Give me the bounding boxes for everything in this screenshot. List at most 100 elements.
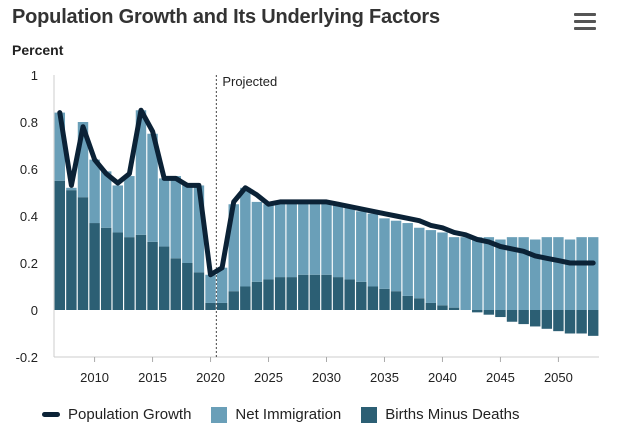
bar-net-immigration — [205, 274, 216, 303]
bar-births-minus-deaths — [228, 291, 239, 310]
bar-net-immigration — [448, 237, 460, 308]
bar-net-immigration — [460, 237, 471, 310]
bar-net-immigration — [274, 201, 286, 278]
bar-births-minus-deaths — [193, 272, 205, 310]
bar-births-minus-deaths — [309, 274, 321, 310]
legend-item-net-immigration[interactable]: Net Immigration — [211, 406, 341, 423]
bar-net-immigration — [158, 178, 170, 247]
x-tick-label: 2035 — [370, 370, 399, 385]
bar-net-immigration — [286, 201, 297, 278]
legend-line-swatch — [42, 412, 60, 417]
bar-births-minus-deaths — [379, 288, 390, 310]
bar-net-immigration — [564, 239, 576, 310]
bar-births-minus-deaths — [587, 310, 599, 336]
bar-net-immigration — [182, 183, 193, 263]
bar-net-immigration — [251, 201, 263, 282]
bar-births-minus-deaths — [564, 310, 576, 334]
bar-births-minus-deaths — [390, 291, 402, 310]
bar-births-minus-deaths — [251, 281, 263, 310]
bar-net-immigration — [89, 159, 100, 224]
x-tick-label: 2015 — [138, 370, 167, 385]
bar-births-minus-deaths — [182, 263, 193, 310]
bar-net-immigration — [263, 204, 274, 280]
line-population-growth — [57, 107, 596, 278]
bar-births-minus-deaths — [89, 223, 100, 310]
x-tick-label: 2025 — [254, 370, 283, 385]
bar-net-immigration — [124, 176, 135, 238]
bar-net-immigration — [379, 218, 390, 289]
y-tick-label: 0.4 — [20, 209, 38, 224]
bar-net-immigration — [135, 110, 147, 235]
bar-births-minus-deaths — [100, 227, 112, 310]
bar-births-minus-deaths — [356, 281, 367, 310]
y-axis-unit-label: Percent — [12, 42, 64, 58]
bar-births-minus-deaths — [495, 310, 506, 318]
y-tick-label: 0 — [31, 303, 38, 318]
bar-net-immigration — [367, 213, 379, 287]
bar-net-immigration — [425, 230, 437, 303]
bar-net-immigration — [495, 239, 506, 310]
bar-births-minus-deaths — [332, 277, 344, 310]
bar-net-immigration — [576, 237, 587, 310]
bar-net-immigration — [414, 227, 425, 299]
bar-births-minus-deaths — [135, 234, 147, 310]
legend-item-births-minus-deaths[interactable]: Births Minus Deaths — [361, 406, 520, 423]
y-tick-label: 0.6 — [20, 162, 38, 177]
bar-net-immigration — [530, 239, 541, 310]
bar-births-minus-deaths — [321, 274, 332, 310]
bar-births-minus-deaths — [483, 310, 495, 315]
bar-net-immigration — [193, 185, 205, 273]
bar-births-minus-deaths — [274, 277, 286, 310]
bar-births-minus-deaths — [448, 307, 460, 310]
bar-births-minus-deaths — [367, 286, 379, 310]
bar-net-immigration — [587, 237, 599, 310]
bar-net-immigration — [240, 187, 251, 287]
bar-births-minus-deaths — [402, 295, 413, 310]
chart-plot: 1 0.8 0.6 0.4 0.2 0 -0.2 2010 2015 2020 2025 2030 20… — [16, 68, 599, 385]
x-tick-label: 2020 — [196, 370, 225, 385]
bar-net-immigration — [147, 133, 158, 242]
bar-net-immigration — [228, 204, 239, 292]
hamburger-menu-icon[interactable] — [574, 13, 596, 33]
bar-births-minus-deaths — [298, 274, 309, 310]
bar-net-immigration — [77, 122, 89, 198]
bar-births-minus-deaths — [66, 190, 77, 310]
bar-births-minus-deaths — [77, 197, 89, 310]
bar-net-immigration — [112, 185, 123, 233]
bar-net-immigration — [506, 237, 518, 310]
bar-net-immigration — [298, 201, 309, 275]
bar-births-minus-deaths — [541, 310, 553, 329]
bar-net-immigration — [356, 211, 367, 282]
bar-net-immigration — [472, 237, 483, 310]
bar-net-immigration — [216, 267, 228, 303]
bar-births-minus-deaths — [472, 310, 483, 313]
x-tick-label: 2045 — [486, 370, 515, 385]
bar-births-minus-deaths — [437, 305, 448, 310]
bar-net-immigration — [541, 237, 553, 310]
bar-net-immigration — [170, 176, 181, 259]
bar-net-immigration — [437, 232, 448, 306]
y-tick-label: 1 — [31, 68, 38, 83]
legend-label: Population Growth — [68, 406, 192, 423]
bar-net-immigration — [402, 223, 413, 296]
x-tick-label: 2040 — [428, 370, 457, 385]
legend-label: Births Minus Deaths — [385, 406, 520, 423]
legend-label: Net Immigration — [235, 406, 342, 423]
y-tick-label: 0.8 — [20, 115, 38, 130]
bar-births-minus-deaths — [530, 310, 541, 327]
bar-net-immigration — [390, 220, 402, 292]
legend-item-population-growth[interactable]: Population Growth — [42, 406, 191, 423]
x-tick-label: 2050 — [544, 370, 573, 385]
chart-title: Population Growth and Its Underlying Fac… — [12, 6, 440, 28]
bar-births-minus-deaths — [425, 302, 437, 310]
bar-births-minus-deaths — [147, 241, 158, 310]
legend-box-swatch — [211, 406, 228, 423]
bar-births-minus-deaths — [124, 237, 135, 310]
chart-legend: Population Growth Net Immigration Births… — [42, 406, 540, 423]
bar-net-immigration — [66, 187, 77, 191]
x-tick-label: 2030 — [312, 370, 341, 385]
x-tick-label: 2010 — [80, 370, 109, 385]
bar-net-immigration — [553, 237, 564, 310]
bar-births-minus-deaths — [414, 298, 425, 310]
y-tick-label: 0.2 — [20, 256, 38, 271]
